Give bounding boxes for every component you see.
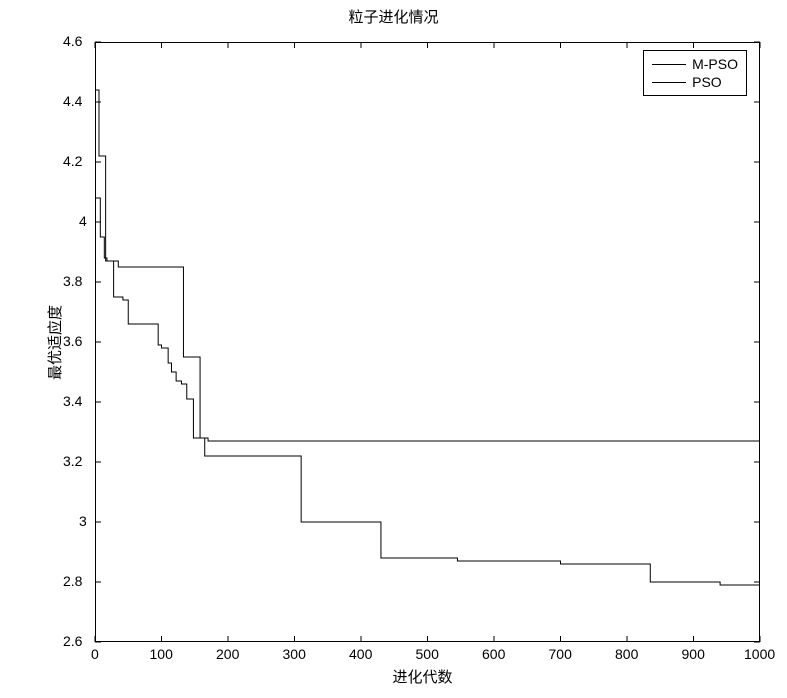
x-tick-label: 100 [150,646,173,662]
x-tick-label: 900 [682,646,705,662]
y-tick-label: 3.4 [63,393,82,409]
y-tick-label: 2.8 [63,573,82,589]
y-tick-label: 4 [79,213,87,229]
legend-label: M-PSO [692,56,738,72]
x-tick-label: 600 [482,646,505,662]
x-tick-label: 500 [416,646,439,662]
legend-item: M-PSO [652,55,738,73]
legend-line [652,64,686,65]
chart-svg [0,0,787,698]
x-tick-label: 400 [349,646,372,662]
x-tick-label: 700 [549,646,572,662]
legend-line [652,82,686,83]
x-tick-label: 1000 [744,646,775,662]
y-tick-label: 4.4 [63,93,82,109]
y-axis-label: 最优适应度 [44,305,65,380]
chart-container: 粒子进化情况 最优适应度 进化代数 M-PSOPSO 0100200300400… [0,0,787,698]
x-tick-label: 0 [91,646,99,662]
x-tick-label: 200 [216,646,239,662]
x-axis-label: 进化代数 [393,666,453,687]
y-tick-label: 4.2 [63,153,82,169]
y-tick-label: 3.2 [63,453,82,469]
legend-item: PSO [652,73,738,91]
y-tick-label: 2.6 [63,633,82,649]
legend: M-PSO PSO [643,50,747,96]
legend-label: PSO [692,74,722,90]
x-tick-label: 300 [283,646,306,662]
y-tick-label: 3 [79,513,87,529]
y-tick-label: 3.6 [63,333,82,349]
y-tick-label: 4.6 [63,33,82,49]
y-tick-label: 3.8 [63,273,82,289]
x-tick-label: 800 [615,646,638,662]
